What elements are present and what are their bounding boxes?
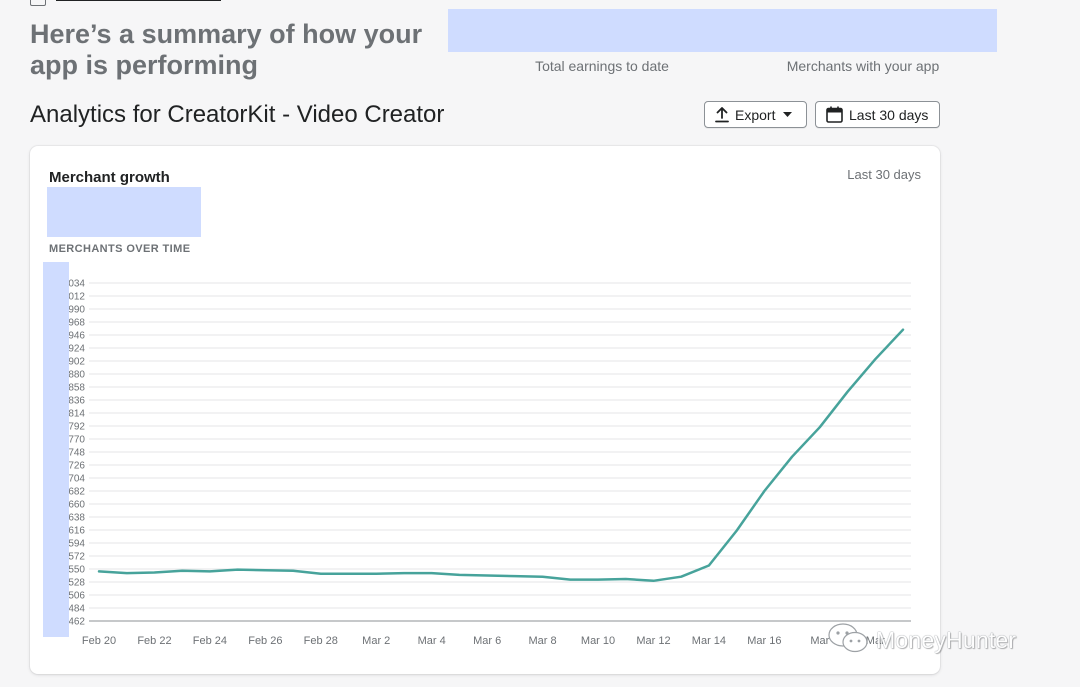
y-tick-label: 506 xyxy=(68,591,85,602)
series-line xyxy=(97,328,905,583)
y-tick-label: 484 xyxy=(68,604,85,615)
x-tick-label: Mar 10 xyxy=(581,635,615,647)
redacted-metric-values xyxy=(448,9,997,52)
y-tick-label: 968 xyxy=(68,318,85,329)
merchant-growth-card: Merchant growth Last 30 days MERCHANTS O… xyxy=(30,146,940,674)
x-tick-label: Mar 14 xyxy=(692,635,726,647)
upload-icon xyxy=(715,106,729,123)
y-tick-label: 880 xyxy=(68,370,85,381)
top-link-underline[interactable] xyxy=(56,0,221,1)
watermark-text: MoneyHunter xyxy=(876,627,1017,653)
y-tick-label: 858 xyxy=(68,383,85,394)
y-tick-label: 594 xyxy=(68,539,85,550)
card-subtitle: MERCHANTS OVER TIME xyxy=(49,243,191,255)
y-tick-label: 528 xyxy=(68,578,85,589)
y-tick-label: 990 xyxy=(68,305,85,316)
y-tick-label: 616 xyxy=(68,526,85,537)
redacted-y-axis xyxy=(43,262,69,637)
y-tick-label: 638 xyxy=(68,513,85,524)
chat-bubbles-icon xyxy=(826,621,872,660)
y-tick-label: 814 xyxy=(68,409,85,420)
watermark: MoneyHunter xyxy=(826,621,1016,660)
card-period: Last 30 days xyxy=(847,167,921,182)
card-title: Merchant growth xyxy=(49,169,170,186)
y-tick-label: 012 xyxy=(68,292,85,303)
date-range-button[interactable]: Last 30 days xyxy=(815,101,940,128)
y-tick-label: 682 xyxy=(68,487,85,498)
y-tick-label: 748 xyxy=(68,448,85,459)
x-tick-label: Mar 16 xyxy=(747,635,781,647)
caret-down-icon xyxy=(783,111,793,118)
y-tick-label: 572 xyxy=(68,552,85,563)
redacted-merchant-count xyxy=(47,187,201,237)
y-tick-label: 924 xyxy=(68,344,85,355)
x-axis-ticks: Feb 20 Feb 22 Feb 24 Feb 26 Feb 28 Mar 2 Mar 4… xyxy=(82,635,885,647)
y-tick-label: 902 xyxy=(68,357,85,368)
clipboard-icon xyxy=(30,0,46,6)
x-tick-label: Feb 26 xyxy=(248,635,282,647)
x-tick-label: Mar 8 xyxy=(529,635,557,647)
summary-title: Here’s a summary of how your app is perf… xyxy=(30,19,423,80)
merchants-with-app-label: Merchants with your app xyxy=(786,58,940,74)
y-tick-label: 462 xyxy=(68,617,85,628)
y-tick-label: 034 xyxy=(68,279,85,290)
x-tick-label: Feb 24 xyxy=(193,635,227,647)
calendar-icon xyxy=(826,106,843,123)
y-tick-label: 792 xyxy=(68,422,85,433)
export-label: Export xyxy=(735,106,776,123)
y-tick-label: 836 xyxy=(68,396,85,407)
x-tick-label: Mar 4 xyxy=(418,635,446,647)
export-button[interactable]: Export xyxy=(704,101,807,128)
y-tick-label: 660 xyxy=(68,500,85,511)
x-tick-label: Mar 6 xyxy=(473,635,501,647)
y-axis-ticks: 034 012 990 968 946 924 902 880 858 836 814 792 770 7… xyxy=(68,279,85,628)
date-range-label: Last 30 days xyxy=(849,106,929,123)
x-tick-label: Mar xyxy=(866,635,885,647)
y-tick-label: 770 xyxy=(68,435,85,446)
y-tick-label: 704 xyxy=(68,474,85,485)
y-tick-label: 946 xyxy=(68,331,85,342)
top-strip xyxy=(30,0,230,6)
x-tick-label: Feb 22 xyxy=(137,635,171,647)
y-tick-label: 550 xyxy=(68,565,85,576)
x-tick-label: Mar 12 xyxy=(636,635,670,647)
chart-series xyxy=(97,328,905,583)
x-tick-label: Mar xyxy=(810,635,829,647)
total-earnings-label: Total earnings to date xyxy=(535,58,669,74)
x-tick-label: Feb 20 xyxy=(82,635,116,647)
x-tick-label: Feb 28 xyxy=(304,635,338,647)
x-tick-label: Mar 2 xyxy=(362,635,390,647)
analytics-title: Analytics for CreatorKit - Video Creator xyxy=(30,101,445,128)
y-tick-label: 726 xyxy=(68,461,85,472)
